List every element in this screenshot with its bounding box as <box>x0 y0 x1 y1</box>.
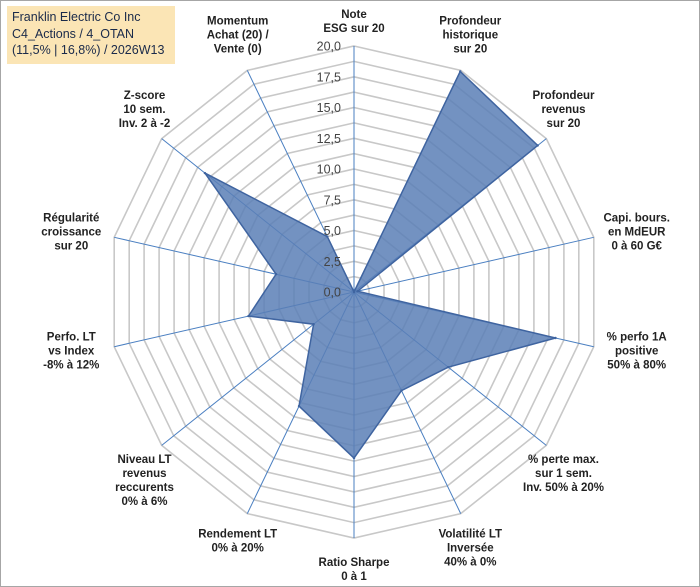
tick-label: 7,5 <box>324 193 341 207</box>
data-point <box>326 235 329 238</box>
data-point <box>297 404 301 408</box>
data-point <box>536 144 539 147</box>
chart-title-line-1: Franklin Electric Co Inc <box>12 10 141 24</box>
tick-label: 15,0 <box>317 101 341 115</box>
data-point <box>352 290 356 294</box>
axis-label: 40% à 0% <box>444 557 496 569</box>
axis-label: Inversée <box>447 543 494 555</box>
data-point <box>352 456 356 460</box>
axis-label: revenus <box>541 104 585 116</box>
data-point <box>203 171 207 175</box>
axis-label: Rendement LT <box>198 529 277 541</box>
axis-label: reccurents <box>115 482 174 494</box>
axis-label: Vente (0) <box>214 44 262 56</box>
axis-label: Profondeur <box>439 16 501 28</box>
axis-label: 50% à 80% <box>607 360 666 372</box>
axis-label: 0% à 20% <box>211 543 263 555</box>
data-point <box>247 314 250 318</box>
axis-label: Inv. 2 à -2 <box>119 118 171 130</box>
axis-label: 10 sem. <box>123 104 165 116</box>
axis-label: % perte max. <box>528 454 599 466</box>
tick-label: 5,0 <box>324 224 341 238</box>
tick-label: 0,0 <box>324 286 341 300</box>
axis-label: Perfo. LT <box>47 332 96 344</box>
axis-label: 0 à 1 <box>341 571 367 583</box>
tick-label: 20,0 <box>317 40 341 54</box>
axis-label: croissance <box>41 226 101 238</box>
axis-label: en MdEUR <box>608 226 666 238</box>
axis-label: Z-score <box>124 90 166 102</box>
axis-label: vs Index <box>48 346 95 358</box>
axis-label: Achat (20) / <box>207 30 270 42</box>
axis-label: Régularité <box>43 212 99 224</box>
axis-label: Momentum <box>207 16 268 28</box>
data-point <box>400 389 403 392</box>
axis-label: Niveau LT <box>117 454 171 466</box>
axis-label: 0 à 60 G€ <box>611 240 662 252</box>
axis-label: % perfo 1A <box>607 332 667 344</box>
tick-label: 12,5 <box>317 132 341 146</box>
data-point <box>447 366 450 369</box>
tick-label: 17,5 <box>317 70 341 84</box>
axis-label: Note <box>341 9 367 21</box>
axis-label: Profondeur <box>533 90 595 102</box>
data-point <box>554 336 557 340</box>
axis-label: historique <box>443 30 499 42</box>
tick-label: 2,5 <box>324 255 341 269</box>
data-point <box>356 290 359 293</box>
chart-title-box: Franklin Electric Co Inc C4_Actions / 4_… <box>7 6 175 64</box>
chart-title-line-3: (11,5% | 16,8%) / 2026W13 <box>12 43 165 57</box>
axis-label: Inv. 50% à 20% <box>523 482 604 494</box>
chart-title-line-2: C4_Actions / 4_OTAN <box>12 26 135 41</box>
data-point <box>274 273 278 276</box>
axis-label: Volatilité LT <box>439 529 502 541</box>
data-point <box>312 323 315 326</box>
axis-label: sur 20 <box>54 240 88 252</box>
axis-label: positive <box>615 346 658 358</box>
axis-label: -8% à 12% <box>43 360 99 372</box>
axis-label: 0% à 6% <box>121 496 167 508</box>
axis-label: sur 20 <box>547 118 581 130</box>
axis-label: revenus <box>122 468 166 480</box>
axis-label: Capi. bours. <box>603 212 669 224</box>
data-point <box>459 70 462 73</box>
axis-label: sur 20 <box>453 44 487 56</box>
axis-label: ESG sur 20 <box>323 23 384 35</box>
axis-spoke <box>353 236 594 293</box>
axis-label: Ratio Sharpe <box>319 557 390 569</box>
tick-label: 10,0 <box>317 163 341 177</box>
axis-label: sur 1 sem. <box>535 468 592 480</box>
